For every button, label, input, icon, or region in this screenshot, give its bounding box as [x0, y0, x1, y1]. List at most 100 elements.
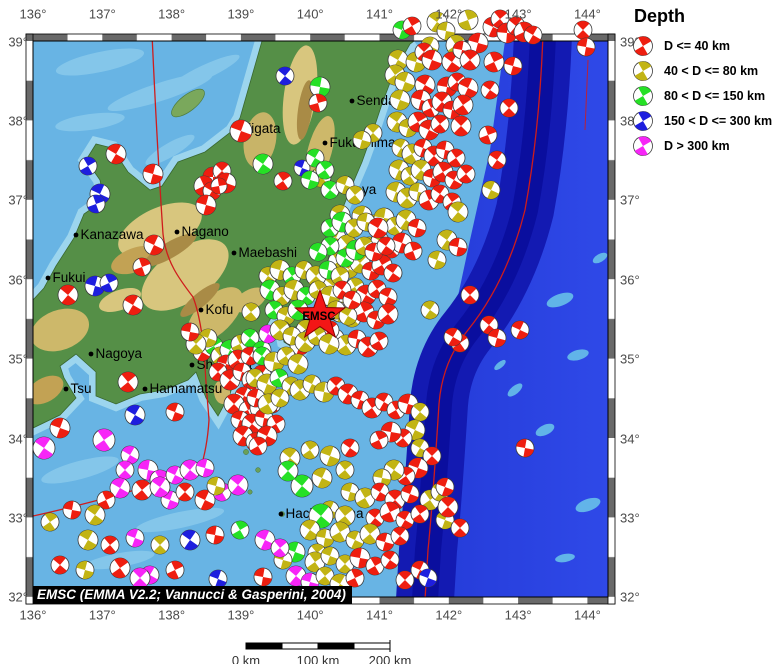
beachball-r [402, 16, 422, 36]
lat-label-left: 35° [8, 351, 28, 367]
legend-title: Depth [634, 6, 685, 26]
beachball-o [318, 333, 340, 355]
legend-item-r: D <= 40 km [632, 33, 782, 58]
beachball-o [352, 130, 372, 150]
legend-beachball-icon [633, 60, 653, 81]
beachball-o [345, 530, 365, 550]
beachball-g [230, 520, 250, 540]
beachball-m [227, 474, 249, 496]
beachball-r [117, 371, 139, 393]
beachball-r [142, 163, 164, 185]
beachball-o [206, 476, 226, 496]
lat-label-left: 34° [8, 431, 28, 446]
city-marker: Tsu [63, 381, 92, 396]
city-label: Tsu [71, 381, 92, 396]
lat-label-left: 37° [8, 192, 28, 208]
beachball-r [57, 284, 79, 306]
beachball-r [390, 526, 410, 546]
legend-item-label: 150 < D <= 300 km [664, 113, 773, 128]
beachball-m [179, 459, 201, 481]
lat-label-right: 35° [620, 351, 640, 367]
beachball-m [109, 477, 131, 499]
beachball-r [395, 510, 415, 530]
emsc-star-label: EMSC [302, 311, 335, 323]
lat-label-right: 36° [620, 272, 640, 288]
beachball-o [335, 460, 355, 480]
beachball-o [315, 566, 335, 586]
beachball-r [337, 383, 359, 405]
lat-label-left: 32° [8, 589, 28, 605]
beachball-r [100, 535, 120, 555]
beachball-r [229, 119, 253, 143]
lat-label-left: 33° [8, 510, 28, 526]
beachball-r [194, 489, 216, 511]
beachball-o [330, 266, 350, 286]
city-marker: Kanazawa [73, 227, 144, 242]
beachball-o [457, 9, 479, 31]
city-label: Fukui [53, 270, 86, 285]
city-marker: ya [362, 182, 377, 197]
beachball-r [457, 77, 479, 99]
legend-beachball-icon [633, 135, 653, 156]
beachball-r [369, 430, 389, 450]
lon-label-bottom: 137° [88, 607, 116, 623]
beachball-b [275, 66, 295, 86]
legend-item-b: 150 < D <= 300 km [632, 108, 782, 133]
beachball-o [359, 523, 381, 545]
beachball-m [633, 135, 653, 156]
beachball-b [208, 569, 228, 589]
lat-label-left: 39° [8, 34, 28, 49]
beachball-r [132, 257, 152, 277]
beachball-o [320, 546, 340, 566]
beachball-g [320, 180, 340, 200]
beachball-r [367, 217, 389, 239]
beachball-r [273, 171, 293, 191]
beachball-b [633, 110, 653, 131]
lat-label-right: 32° [620, 589, 640, 605]
beachball-r [205, 525, 225, 545]
lon-label-top: 136° [19, 6, 47, 22]
legend-item-g: 80 < D <= 150 km [632, 83, 782, 108]
city-marker: Hamamatsu [142, 381, 222, 396]
lon-label-top: 144° [573, 6, 601, 22]
beachball-o [410, 402, 430, 422]
beachball-r [180, 322, 200, 342]
beachball-b [99, 273, 119, 293]
lon-label-top: 141° [366, 6, 393, 22]
beachball-r [443, 327, 463, 347]
lon-label-top: 143° [504, 6, 532, 22]
beachball-g [633, 85, 653, 106]
beachball-r [210, 177, 228, 195]
lat-label-left: 38° [8, 113, 28, 129]
beachball-r [195, 194, 217, 216]
beachball-b [418, 568, 438, 588]
lat-label-right: 33° [620, 510, 640, 526]
city-label: Sendai [357, 93, 399, 108]
legend-item-label: D <= 40 km [664, 38, 731, 53]
city-marker: Kofu [198, 302, 233, 317]
beachball-r [499, 98, 519, 118]
lon-label-top: 142° [435, 6, 463, 22]
sado-island [171, 88, 205, 118]
beachball-g [300, 170, 320, 190]
legend-beachball-icon [633, 110, 653, 131]
beachball-m [149, 476, 171, 498]
beachball-o [420, 300, 440, 320]
beachball-o [389, 89, 411, 111]
beachball-r [96, 490, 116, 510]
beachball-r [340, 438, 360, 458]
beachball-o [427, 250, 447, 270]
beachball-g [315, 160, 335, 180]
beachball-m [125, 528, 145, 548]
legend-item-m: D > 300 km [632, 133, 782, 158]
beachball-r [450, 518, 470, 538]
emsc-star [293, 288, 347, 339]
city-marker: Sendai [349, 93, 399, 108]
lon-label-bottom: 136° [19, 607, 47, 623]
lon-label-bottom: 138° [158, 607, 186, 623]
beachball-o [299, 519, 321, 541]
beachball-r [456, 164, 476, 184]
city-marker: Nagoya [88, 346, 143, 361]
beachball-r [377, 303, 399, 325]
